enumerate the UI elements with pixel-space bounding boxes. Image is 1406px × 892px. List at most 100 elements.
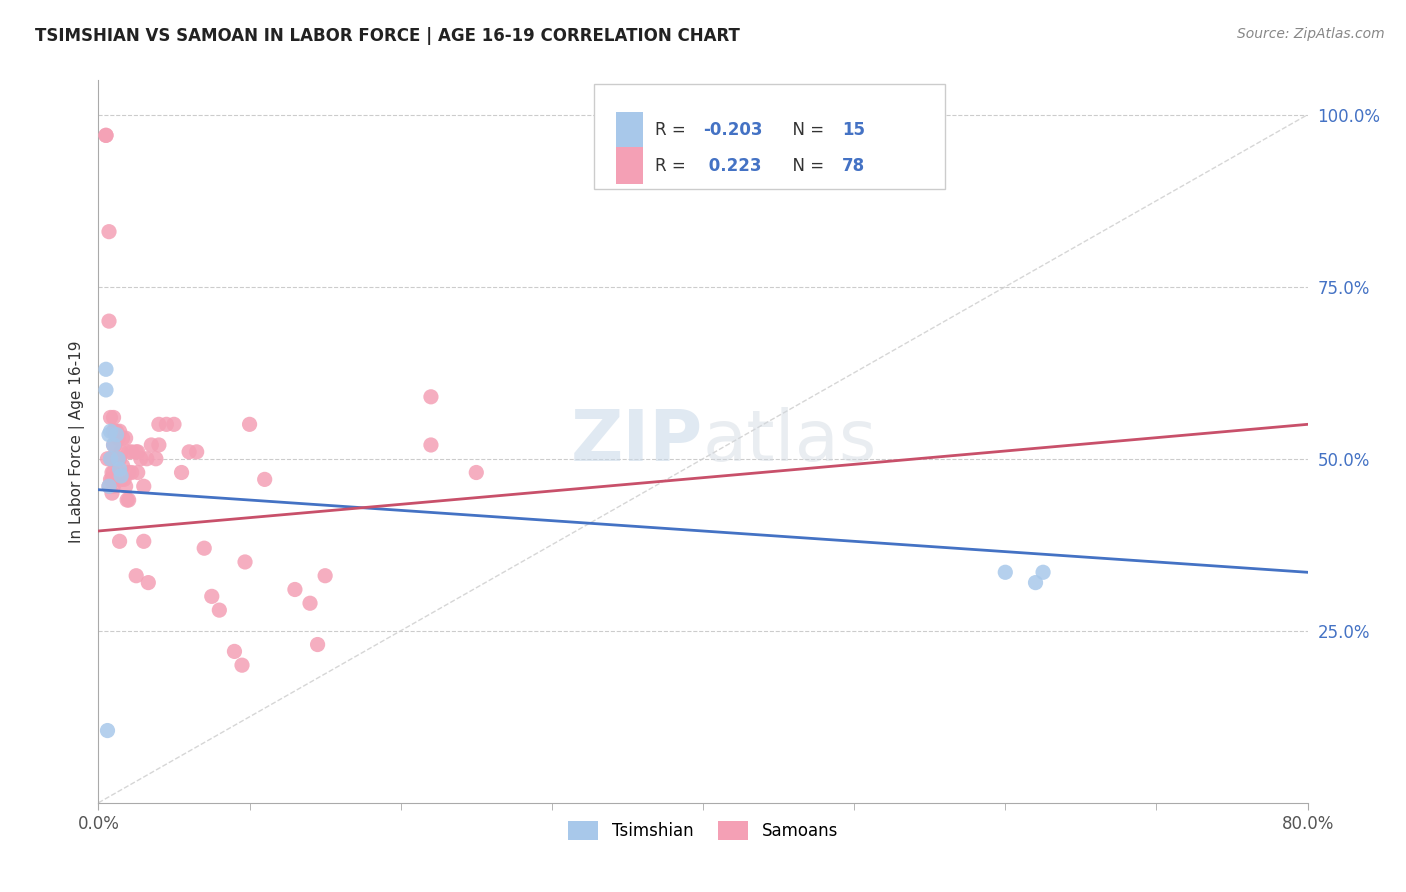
Text: TSIMSHIAN VS SAMOAN IN LABOR FORCE | AGE 16-19 CORRELATION CHART: TSIMSHIAN VS SAMOAN IN LABOR FORCE | AGE…	[35, 27, 740, 45]
Point	[110, 472, 132, 486]
Point	[98, 479, 121, 493]
Point	[100, 472, 122, 486]
Point	[94, 362, 117, 376]
Point	[118, 466, 141, 480]
Point	[465, 466, 488, 480]
Text: Source: ZipAtlas.com: Source: ZipAtlas.com	[1237, 27, 1385, 41]
Point	[121, 466, 143, 480]
Point	[101, 451, 124, 466]
Point	[107, 451, 129, 466]
Point	[94, 128, 117, 143]
Point	[127, 445, 149, 459]
Point	[100, 451, 122, 466]
Point	[103, 466, 125, 480]
Text: N =: N =	[782, 121, 830, 139]
Point	[148, 438, 170, 452]
Point	[107, 431, 129, 445]
Point	[132, 534, 155, 549]
Point	[111, 431, 134, 445]
Point	[110, 445, 132, 459]
Point	[103, 479, 125, 493]
Point	[105, 427, 128, 442]
Point	[132, 479, 155, 493]
Point	[994, 566, 1017, 580]
Point	[101, 451, 124, 466]
Point	[103, 424, 125, 438]
Point	[118, 445, 141, 459]
Point	[253, 472, 276, 486]
Point	[155, 417, 177, 432]
Point	[114, 479, 136, 493]
Point	[193, 541, 215, 556]
Point	[111, 458, 134, 473]
Point	[136, 575, 159, 590]
Point	[101, 472, 124, 486]
Point	[299, 596, 322, 610]
Text: ZIP: ZIP	[571, 407, 703, 476]
Point	[112, 472, 135, 486]
Point	[94, 128, 117, 143]
Point	[105, 424, 128, 438]
FancyBboxPatch shape	[595, 84, 945, 189]
Point	[98, 427, 121, 442]
Point	[314, 568, 336, 582]
Point	[135, 451, 157, 466]
Point	[115, 493, 138, 508]
Point	[103, 424, 125, 438]
Point	[108, 534, 131, 549]
Point	[129, 451, 152, 466]
Point	[104, 424, 127, 438]
Y-axis label: In Labor Force | Age 16-19: In Labor Force | Age 16-19	[69, 340, 84, 543]
Point	[163, 417, 186, 432]
Point	[186, 445, 208, 459]
Point	[125, 568, 148, 582]
Text: N =: N =	[782, 156, 830, 175]
Point	[231, 658, 253, 673]
Point	[239, 417, 262, 432]
Point	[96, 723, 118, 738]
Point	[96, 451, 118, 466]
Point	[208, 603, 231, 617]
Text: 15: 15	[842, 121, 865, 139]
Point	[141, 438, 163, 452]
Point	[105, 472, 128, 486]
Point	[107, 451, 129, 466]
Point	[125, 445, 148, 459]
Point	[127, 466, 149, 480]
Point	[100, 424, 122, 438]
Point	[103, 451, 125, 466]
Point	[108, 451, 131, 466]
Point	[100, 451, 122, 466]
Point	[108, 462, 131, 476]
Point	[307, 638, 329, 652]
Point	[98, 314, 121, 328]
Text: R =: R =	[655, 156, 690, 175]
Point	[94, 383, 117, 397]
Text: 0.223: 0.223	[703, 156, 762, 175]
Point	[420, 438, 443, 452]
Point	[100, 410, 122, 425]
Point	[103, 410, 125, 425]
Point	[233, 555, 256, 569]
Text: R =: R =	[655, 121, 690, 139]
Point	[103, 438, 125, 452]
Point	[179, 445, 201, 459]
Point	[1024, 575, 1046, 590]
Point	[121, 445, 143, 459]
Point	[104, 438, 127, 452]
Point	[420, 390, 443, 404]
Legend: Tsimshian, Samoans: Tsimshian, Samoans	[560, 813, 846, 848]
Point	[224, 644, 246, 658]
Point	[101, 466, 124, 480]
Text: 78: 78	[842, 156, 865, 175]
FancyBboxPatch shape	[616, 147, 643, 185]
Point	[145, 451, 167, 466]
Point	[170, 466, 193, 480]
Point	[103, 438, 125, 452]
Point	[284, 582, 307, 597]
FancyBboxPatch shape	[616, 112, 643, 149]
Point	[201, 590, 224, 604]
Point	[107, 466, 129, 480]
Point	[101, 486, 124, 500]
Point	[1032, 566, 1054, 580]
